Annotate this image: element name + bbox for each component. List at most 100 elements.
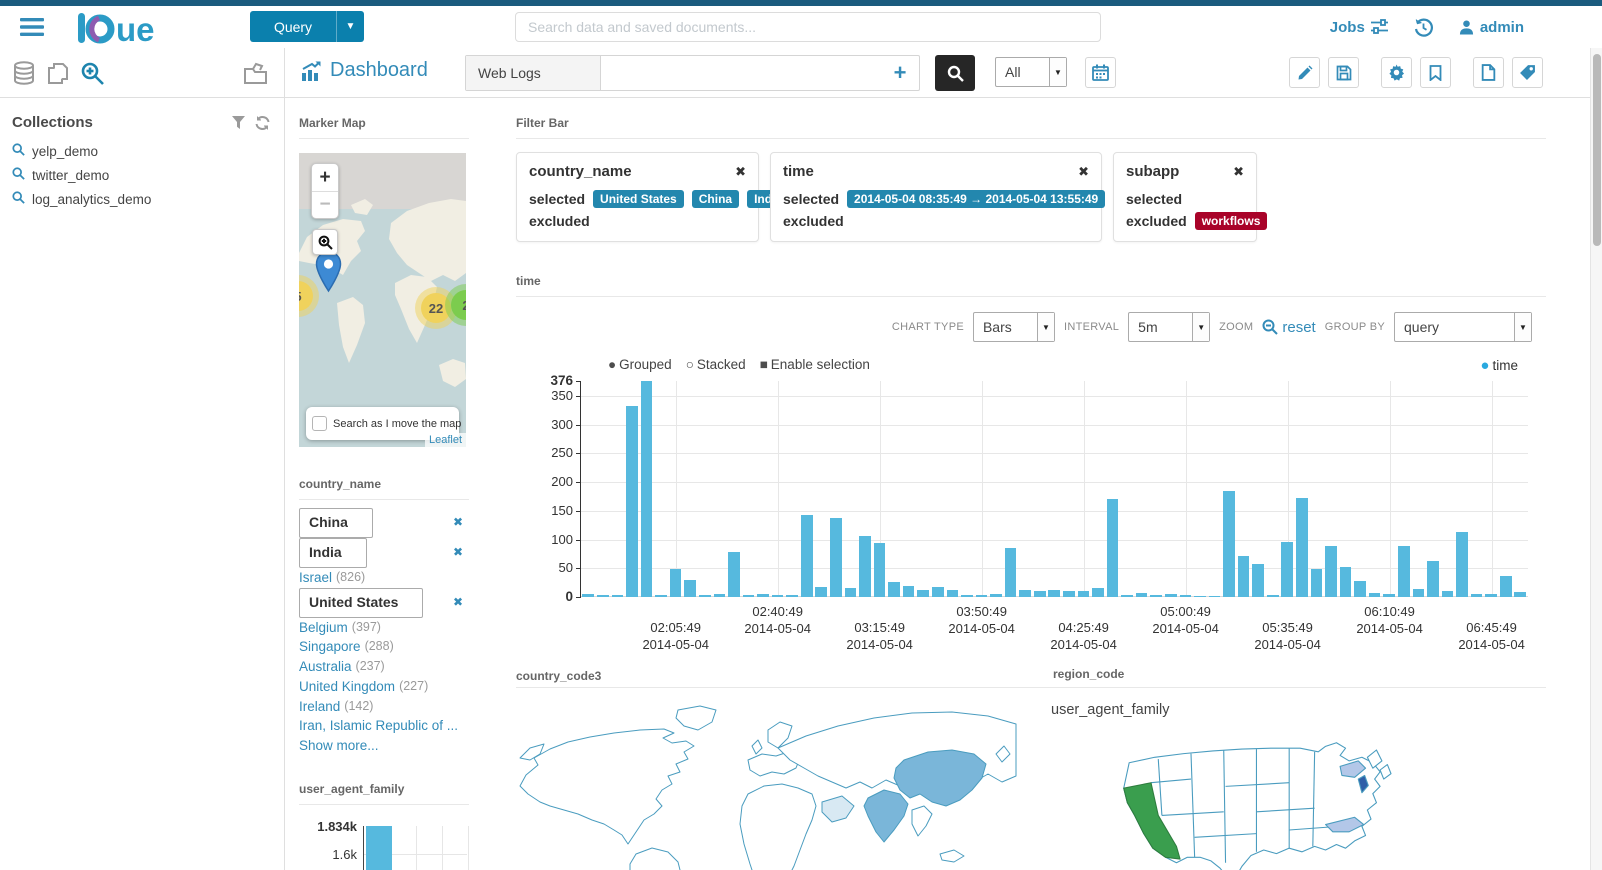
time-chart-bar[interactable] xyxy=(757,594,769,597)
time-chart-bar[interactable] xyxy=(1499,576,1512,597)
time-chart-bar[interactable] xyxy=(611,595,624,597)
documents-widget-icon[interactable] xyxy=(46,61,70,86)
menu-icon[interactable] xyxy=(19,15,45,39)
time-chart-bar[interactable] xyxy=(1412,588,1425,597)
time-chart-bar[interactable] xyxy=(1281,542,1294,597)
time-chart-bar[interactable] xyxy=(1339,566,1352,597)
remove-filter-icon[interactable]: ✖ xyxy=(452,594,463,609)
edit-button[interactable] xyxy=(1289,57,1320,88)
time-chart-bar[interactable] xyxy=(859,535,871,597)
time-chart-bar[interactable] xyxy=(873,543,886,597)
hue-logo[interactable]: ue xyxy=(78,10,178,46)
marker-cluster[interactable]: 2 xyxy=(451,290,466,320)
marker-cluster[interactable]: 22 xyxy=(421,293,451,323)
history-icon[interactable] xyxy=(1414,18,1433,37)
global-search-input[interactable] xyxy=(515,12,1101,42)
time-chart-bar[interactable] xyxy=(917,590,930,597)
query-dropdown-caret[interactable]: ▼ xyxy=(336,11,364,42)
time-chart-bar[interactable] xyxy=(1514,592,1527,597)
map-magnify-button[interactable] xyxy=(312,229,338,255)
time-chart-bar[interactable] xyxy=(1004,548,1017,597)
time-chart-bar[interactable] xyxy=(1397,546,1410,597)
scrollbar-thumb[interactable] xyxy=(1593,54,1601,246)
facet-item-link[interactable]: Iran, Islamic Republic of ... xyxy=(299,718,459,734)
time-chart-bar[interactable] xyxy=(1441,590,1454,597)
time-chart-bar[interactable] xyxy=(1252,563,1264,597)
time-chart-bar[interactable] xyxy=(975,595,988,597)
search-as-move-checkbox[interactable] xyxy=(312,416,327,431)
scrollbar[interactable] xyxy=(1590,48,1602,870)
tag-button[interactable] xyxy=(1512,57,1543,88)
leaflet-link[interactable]: Leaflet xyxy=(428,434,462,446)
close-icon[interactable]: ✖ xyxy=(1233,163,1244,179)
close-icon[interactable]: ✖ xyxy=(1078,163,1089,179)
time-chart-bar[interactable] xyxy=(1063,591,1075,597)
time-chart-bar[interactable] xyxy=(1077,591,1090,597)
show-more-link[interactable]: Show more... xyxy=(299,737,379,753)
zoom-reset-link[interactable]: reset xyxy=(1262,319,1316,336)
time-chart-bar[interactable] xyxy=(1223,490,1235,597)
time-chart-bar[interactable] xyxy=(946,590,959,597)
zoom-widget-icon[interactable] xyxy=(80,61,105,86)
time-chart-bar[interactable] xyxy=(1485,594,1497,597)
close-icon[interactable]: ✖ xyxy=(735,163,746,179)
marker-map[interactable]: 5 22 2 + − xyxy=(299,153,466,447)
chart-legend[interactable]: ● time xyxy=(1480,357,1518,374)
marker-cluster[interactable]: 5 xyxy=(299,281,313,311)
zoom-in-button[interactable]: + xyxy=(319,166,331,188)
folder-icon[interactable] xyxy=(243,61,268,86)
time-chart-bar[interactable] xyxy=(626,405,638,597)
zoom-out-button[interactable]: − xyxy=(312,191,338,218)
refresh-icon[interactable] xyxy=(255,115,270,130)
new-document-button[interactable] xyxy=(1473,57,1504,88)
time-chart-bar[interactable] xyxy=(1033,591,1046,597)
time-chart-bar[interactable] xyxy=(597,595,609,597)
facet-item-label[interactable]: United States xyxy=(299,587,424,618)
group-by-select[interactable]: query ▼ xyxy=(1394,312,1532,342)
collection-item[interactable]: yelp_demo xyxy=(0,139,284,163)
chart-type-select[interactable]: Bars ▼ xyxy=(972,312,1055,342)
time-chart-bar[interactable] xyxy=(1325,546,1337,597)
time-chart-bar[interactable] xyxy=(1106,499,1119,597)
time-chart-bar[interactable] xyxy=(1179,594,1192,597)
time-chart-bar[interactable] xyxy=(800,515,813,597)
time-chart-bar[interactable] xyxy=(830,518,842,597)
time-chart-bar[interactable] xyxy=(669,569,682,597)
save-button[interactable] xyxy=(1328,57,1359,88)
time-chart-bar[interactable] xyxy=(713,594,726,597)
time-chart-bar[interactable] xyxy=(961,595,973,597)
world-choropleth-map[interactable] xyxy=(516,702,1021,870)
settings-button[interactable] xyxy=(1381,57,1412,88)
time-chart-bar[interactable] xyxy=(1456,532,1468,597)
time-chart-bar[interactable] xyxy=(1135,592,1148,597)
remove-filter-icon[interactable]: ✖ xyxy=(452,515,463,530)
time-chart-bar[interactable] xyxy=(698,595,711,597)
time-chart-bar[interactable] xyxy=(1019,589,1031,597)
time-chart-bar[interactable] xyxy=(786,595,798,597)
filter-value-pill[interactable]: United States xyxy=(593,189,684,208)
filter-value-pill[interactable]: workflows xyxy=(1194,211,1268,230)
calendar-button[interactable] xyxy=(1085,57,1116,88)
query-button[interactable]: Query ▼ xyxy=(250,11,364,42)
time-scope-select[interactable]: All ▼ xyxy=(995,57,1067,87)
user-menu[interactable]: admin xyxy=(1459,19,1524,36)
jobs-link[interactable]: Jobs xyxy=(1330,19,1388,36)
filter-value-pill[interactable]: 2014-05-04 08:35:49 → 2014-05-04 13:55:4… xyxy=(847,189,1106,208)
filter-icon[interactable] xyxy=(232,116,245,129)
time-chart-bar[interactable] xyxy=(990,593,1002,597)
collection-item[interactable]: log_analytics_demo xyxy=(0,187,284,211)
filter-value-pill[interactable]: China xyxy=(691,189,740,208)
time-chart-bar[interactable] xyxy=(655,595,667,597)
facet-item-link[interactable]: Israel xyxy=(299,570,333,585)
user-agent-bar[interactable] xyxy=(366,825,392,870)
chart-mode-enable-selection[interactable]: ■ Enable selection xyxy=(760,357,870,372)
time-chart-bar[interactable] xyxy=(1208,595,1221,597)
time-chart-bar[interactable] xyxy=(1296,498,1308,597)
time-chart-bar[interactable] xyxy=(640,381,653,597)
chart-mode-stacked[interactable]: ○ Stacked xyxy=(686,357,746,372)
us-choropleth-map[interactable] xyxy=(1101,730,1421,870)
time-chart-bar[interactable] xyxy=(888,581,900,597)
time-chart-bar[interactable] xyxy=(1266,594,1279,597)
facet-item-link[interactable]: United Kingdom xyxy=(299,678,396,694)
map-pin-marker[interactable] xyxy=(315,251,342,293)
